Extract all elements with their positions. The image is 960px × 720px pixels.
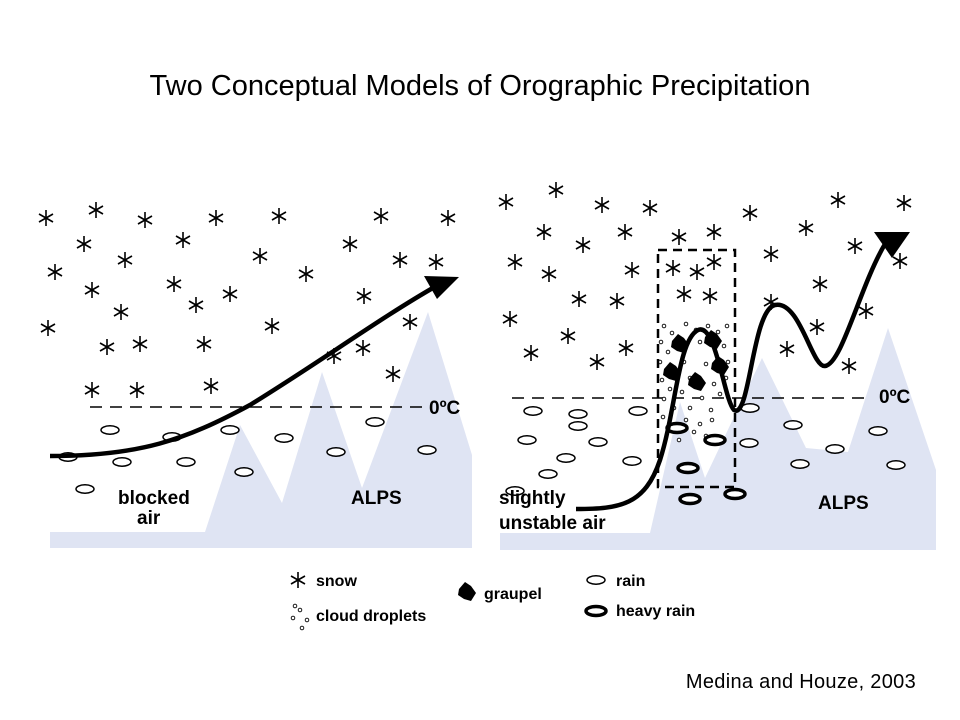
- legend: snow cloud droplets graupel rain heavy r…: [290, 571, 695, 631]
- right-freezing-level-label: 0ºC: [879, 387, 911, 408]
- legend-label-rain: rain: [616, 573, 645, 590]
- left-arrow-head: [424, 276, 459, 299]
- legend-item-rain: rain: [586, 573, 645, 590]
- legend-item-graupel: graupel: [458, 582, 542, 603]
- right-terrain: [500, 328, 936, 550]
- legend-label-heavy-rain: heavy rain: [616, 603, 695, 620]
- legend-item-heavy-rain: heavy rain: [584, 603, 695, 620]
- right-panel: 0ºC: [498, 181, 936, 550]
- right-terrain-label: ALPS: [818, 493, 869, 514]
- legend-label-snow: snow: [316, 573, 357, 590]
- left-air-label-line2: air: [137, 508, 161, 529]
- left-freezing-level-label: 0ºC: [429, 398, 461, 419]
- legend-label-cloud-droplets: cloud droplets: [316, 608, 426, 625]
- heavy-rain-icon: [584, 604, 608, 618]
- citation-credit: Medina and Houze, 2003: [685, 671, 916, 693]
- legend-item-snow: snow: [290, 571, 357, 590]
- right-snow-field: [498, 181, 912, 375]
- right-air-label-line2: unstable air: [499, 513, 606, 534]
- cloud-droplets-icon: [290, 603, 310, 631]
- left-snow-field: [38, 201, 456, 399]
- legend-item-cloud-droplets: cloud droplets: [290, 603, 426, 631]
- graupel-icon: [458, 582, 476, 601]
- right-airflow-arrow: [575, 242, 887, 512]
- rain-icon: [586, 575, 606, 585]
- legend-label-graupel: graupel: [484, 586, 542, 603]
- left-terrain-label: ALPS: [351, 488, 402, 509]
- right-air-label-line1: slightly: [499, 488, 566, 509]
- left-terrain: [50, 312, 472, 548]
- convective-cell-box: [656, 248, 737, 489]
- left-airflow-arrow: [49, 283, 440, 459]
- left-air-label-line1: blocked: [118, 488, 190, 509]
- left-panel: 0ºC blocked air ALPS: [38, 201, 472, 548]
- snow-icon: [290, 571, 306, 589]
- diagram-title: Two Conceptual Models of Orographic Prec…: [149, 70, 811, 102]
- right-arrow-head: [874, 232, 910, 258]
